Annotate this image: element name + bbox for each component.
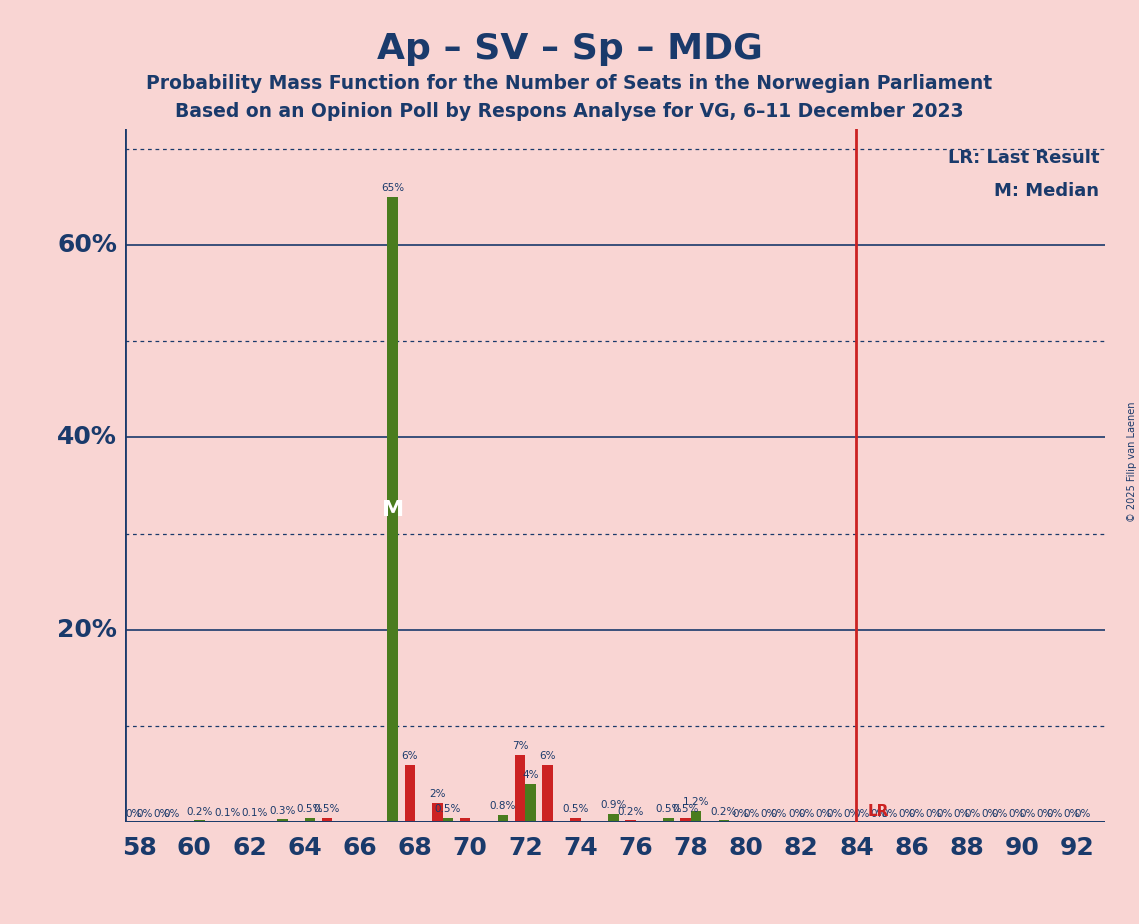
Bar	[432, 803, 443, 822]
Text: 0%: 0%	[798, 808, 814, 819]
Text: 0.5%: 0.5%	[563, 804, 589, 814]
Bar	[249, 821, 260, 822]
Text: 0%: 0%	[953, 808, 969, 819]
Text: 0%: 0%	[788, 808, 804, 819]
Text: 0.5%: 0.5%	[296, 804, 323, 814]
Text: 0%: 0%	[761, 808, 777, 819]
Bar	[277, 820, 287, 822]
Text: 0%: 0%	[826, 808, 843, 819]
Text: 0%: 0%	[1064, 808, 1080, 819]
Text: 6%: 6%	[402, 751, 418, 760]
Text: 0%: 0%	[853, 808, 870, 819]
Bar	[222, 821, 232, 822]
Bar	[304, 818, 316, 822]
Text: 0.9%: 0.9%	[600, 800, 626, 809]
Text: 0.1%: 0.1%	[241, 808, 268, 818]
Text: 65%: 65%	[382, 183, 404, 193]
Bar	[460, 818, 470, 822]
Text: 60%: 60%	[57, 233, 117, 257]
Text: 0.1%: 0.1%	[214, 808, 240, 818]
Text: 2%: 2%	[429, 789, 445, 799]
Text: 0%: 0%	[992, 808, 1008, 819]
Text: 0%: 0%	[882, 808, 898, 819]
Text: 0%: 0%	[1019, 808, 1035, 819]
Text: 0%: 0%	[816, 808, 831, 819]
Bar	[404, 765, 415, 822]
Bar	[542, 765, 552, 822]
Text: 6%: 6%	[540, 751, 556, 760]
Text: 0%: 0%	[154, 808, 170, 819]
Text: M: M	[382, 500, 403, 519]
Text: 0.5%: 0.5%	[314, 804, 341, 814]
Text: 0%: 0%	[926, 808, 942, 819]
Text: 0%: 0%	[732, 808, 749, 819]
Text: LR: LR	[868, 804, 888, 819]
Text: 0%: 0%	[1036, 808, 1052, 819]
Text: 0%: 0%	[137, 808, 153, 819]
Text: 0%: 0%	[981, 808, 998, 819]
Bar	[608, 814, 618, 822]
Bar	[515, 755, 525, 822]
Text: 0.3%: 0.3%	[269, 806, 295, 816]
Text: © 2025 Filip van Laenen: © 2025 Filip van Laenen	[1126, 402, 1137, 522]
Text: 0.5%: 0.5%	[672, 804, 699, 814]
Text: Probability Mass Function for the Number of Seats in the Norwegian Parliament: Probability Mass Function for the Number…	[147, 74, 992, 93]
Text: 0.5%: 0.5%	[655, 804, 682, 814]
Text: 7%: 7%	[511, 741, 528, 751]
Bar	[663, 818, 674, 822]
Text: 0%: 0%	[1047, 808, 1063, 819]
Text: 0%: 0%	[870, 808, 887, 819]
Text: M: Median: M: Median	[994, 182, 1099, 201]
Text: 0%: 0%	[964, 808, 981, 819]
Text: 0%: 0%	[1009, 808, 1025, 819]
Bar	[680, 818, 691, 822]
Bar	[195, 821, 205, 822]
Bar	[525, 784, 535, 822]
Text: 0%: 0%	[743, 808, 760, 819]
Text: 0%: 0%	[936, 808, 952, 819]
Text: 0%: 0%	[164, 808, 180, 819]
Bar	[625, 821, 636, 822]
Text: 0.8%: 0.8%	[490, 801, 516, 811]
Bar	[443, 818, 453, 822]
Text: 0.2%: 0.2%	[617, 807, 644, 817]
Text: 0.5%: 0.5%	[435, 804, 461, 814]
Text: 0%: 0%	[1074, 808, 1091, 819]
Text: 0%: 0%	[771, 808, 787, 819]
Bar	[571, 818, 581, 822]
Text: 0.2%: 0.2%	[187, 807, 213, 817]
Text: 4%: 4%	[523, 770, 539, 780]
Text: Ap – SV – Sp – MDG: Ap – SV – Sp – MDG	[377, 32, 762, 67]
Bar	[498, 815, 508, 822]
Text: 0.2%: 0.2%	[711, 807, 737, 817]
Text: 0%: 0%	[899, 808, 915, 819]
Text: 0%: 0%	[909, 808, 925, 819]
Text: 0%: 0%	[843, 808, 860, 819]
Text: LR: Last Result: LR: Last Result	[948, 149, 1099, 166]
Bar	[387, 197, 398, 822]
Text: Based on an Opinion Poll by Respons Analyse for VG, 6–11 December 2023: Based on an Opinion Poll by Respons Anal…	[175, 102, 964, 121]
Text: 20%: 20%	[57, 618, 117, 642]
Text: 1.2%: 1.2%	[683, 797, 710, 807]
Bar	[691, 811, 702, 822]
Text: 40%: 40%	[57, 425, 117, 449]
Bar	[321, 818, 333, 822]
Bar	[719, 821, 729, 822]
Text: 0%: 0%	[125, 808, 142, 819]
